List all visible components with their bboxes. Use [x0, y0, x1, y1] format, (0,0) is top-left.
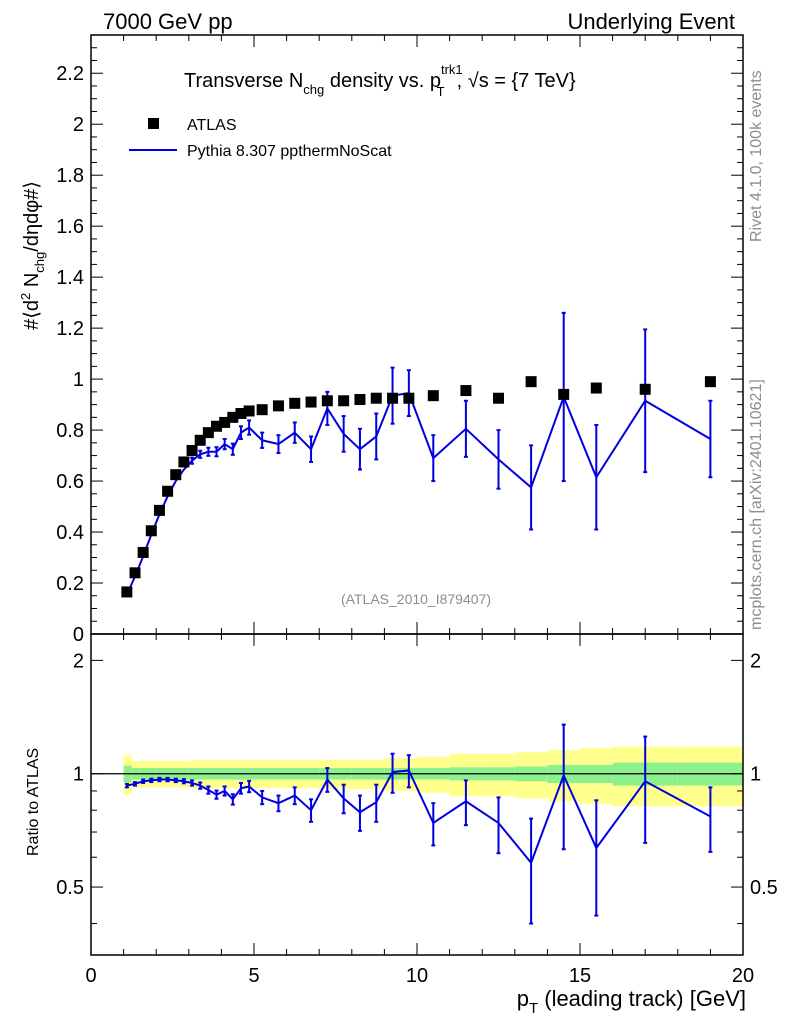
- data-point: [121, 586, 133, 598]
- x-tick-label: 20: [732, 965, 754, 987]
- data-point: [590, 382, 602, 394]
- y-tick-label: 2.2: [56, 63, 84, 85]
- x-tick-label: 5: [248, 965, 259, 987]
- data-point: [354, 393, 366, 405]
- x-axis-label: pT (leading track) [GeV]: [517, 986, 746, 1017]
- xlabel-sub-t: T: [529, 1000, 538, 1017]
- data-point: [194, 434, 206, 446]
- header-right: Underlying Event: [567, 9, 735, 34]
- data-point: [162, 485, 174, 497]
- ratio-y-tick-label-right: 0.5: [750, 877, 778, 899]
- analysis-tag: (ATLAS_2010_I879407): [341, 591, 491, 607]
- data-point: [129, 567, 141, 579]
- xlabel-p: p: [517, 986, 529, 1011]
- ratio-y-tick-label-left: 2: [73, 650, 84, 672]
- x-tick-label: 10: [406, 965, 428, 987]
- data-point: [178, 456, 190, 468]
- ratio-y-tick-label-right: 1: [750, 764, 761, 786]
- main-panel-series: [121, 311, 716, 598]
- data-point: [186, 444, 198, 456]
- ylabel-part-2: 2: [18, 293, 33, 300]
- y-tick-label: 0.8: [56, 420, 84, 442]
- data-point: [403, 392, 415, 404]
- data-point: [460, 385, 472, 397]
- data-point: [235, 408, 247, 420]
- ratio-y-tick-label-left: 1: [73, 764, 84, 786]
- data-point: [370, 392, 382, 404]
- legend-mc-label: Pythia 8.307 ppthermNoScat: [187, 143, 392, 160]
- main-panel-ticks: 0 0.2 0.4 0.6 0.8 1 1.2 1.4 1.6 1.8 2 2.2: [56, 35, 744, 955]
- y-tick-label: 2: [73, 114, 84, 136]
- mcplots-label: mcplots.cern.ch [arXiv:2401.10621]: [748, 379, 765, 630]
- legend-data-label: ATLAS: [187, 117, 237, 134]
- data-point: [153, 504, 165, 516]
- data-point: [145, 525, 157, 537]
- ylabel-part-3: N: [21, 273, 43, 293]
- ratio-panel-series: [124, 723, 713, 925]
- data-point: [427, 390, 439, 402]
- data-point: [243, 405, 255, 417]
- data-point: [211, 420, 223, 432]
- ylabel-part-5: /dηdφ#⟩: [21, 181, 43, 252]
- ratio-mc-line: [126, 769, 711, 865]
- data-point: [387, 392, 399, 404]
- title-sup-trk1: trk1: [441, 62, 463, 77]
- data-point: [202, 427, 214, 439]
- ratio-y-tick-label-left: 0.5: [56, 877, 84, 899]
- data-point: [639, 383, 651, 395]
- data-point: [170, 469, 182, 481]
- y-tick-label: 1.6: [56, 216, 84, 238]
- ratio-plot-frame: [90, 633, 744, 956]
- x-tick-labels: 0 5 10 15 20: [85, 965, 754, 987]
- plot-title: Transverse Nchg density vs. ptrk1 T , √s =…: [184, 62, 576, 99]
- title-middle: density vs. p: [324, 70, 441, 92]
- ylabel-part-1: #⟨d: [21, 300, 43, 330]
- data-point: [525, 376, 537, 388]
- data-point: [338, 395, 350, 407]
- data-point: [321, 395, 333, 407]
- data-point: [219, 416, 231, 428]
- data-point: [704, 376, 716, 388]
- header-left: 7000 GeV pp: [103, 9, 233, 34]
- rivet-label: Rivet 4.1.0, 100k events: [748, 70, 765, 242]
- y-tick-label: 0.2: [56, 573, 84, 595]
- title-suffix: , √s = {7 TeV}: [457, 70, 576, 92]
- x-tick-label: 0: [85, 965, 96, 987]
- x-tick-label: 15: [569, 965, 591, 987]
- data-point: [558, 388, 570, 400]
- y-axis-label-ratio: Ratio to ATLAS: [25, 748, 42, 856]
- y-tick-label: 1.8: [56, 165, 84, 187]
- ratio-y-tick-label-right: 2: [750, 650, 761, 672]
- title-prefix: Transverse N: [184, 70, 303, 92]
- y-tick-label: 1.4: [56, 267, 84, 289]
- legend-data-marker: [148, 118, 159, 129]
- y-tick-label: 0.4: [56, 522, 84, 544]
- title-sub-t: T: [437, 84, 445, 99]
- data-point: [227, 411, 239, 423]
- y-axis-label-main: #⟨d2 Nchg/dηdφ#⟩: [18, 181, 47, 330]
- data-point: [305, 396, 317, 408]
- ratio-panel-ticks: 0.5 0.5 1 1 2 2: [56, 35, 778, 955]
- data-point: [137, 546, 149, 558]
- y-tick-label: 0: [73, 624, 84, 646]
- y-tick-label: 1: [73, 369, 84, 391]
- y-tick-label: 1.2: [56, 318, 84, 340]
- y-tick-label: 0.6: [56, 471, 84, 493]
- data-point: [289, 397, 301, 409]
- data-point: [493, 392, 504, 404]
- data-point: [256, 404, 268, 416]
- title-sub-chg: chg: [303, 82, 324, 97]
- xlabel-rest: (leading track) [GeV]: [538, 986, 746, 1011]
- ylabel-part-4: chg: [32, 252, 47, 273]
- data-point: [272, 400, 284, 412]
